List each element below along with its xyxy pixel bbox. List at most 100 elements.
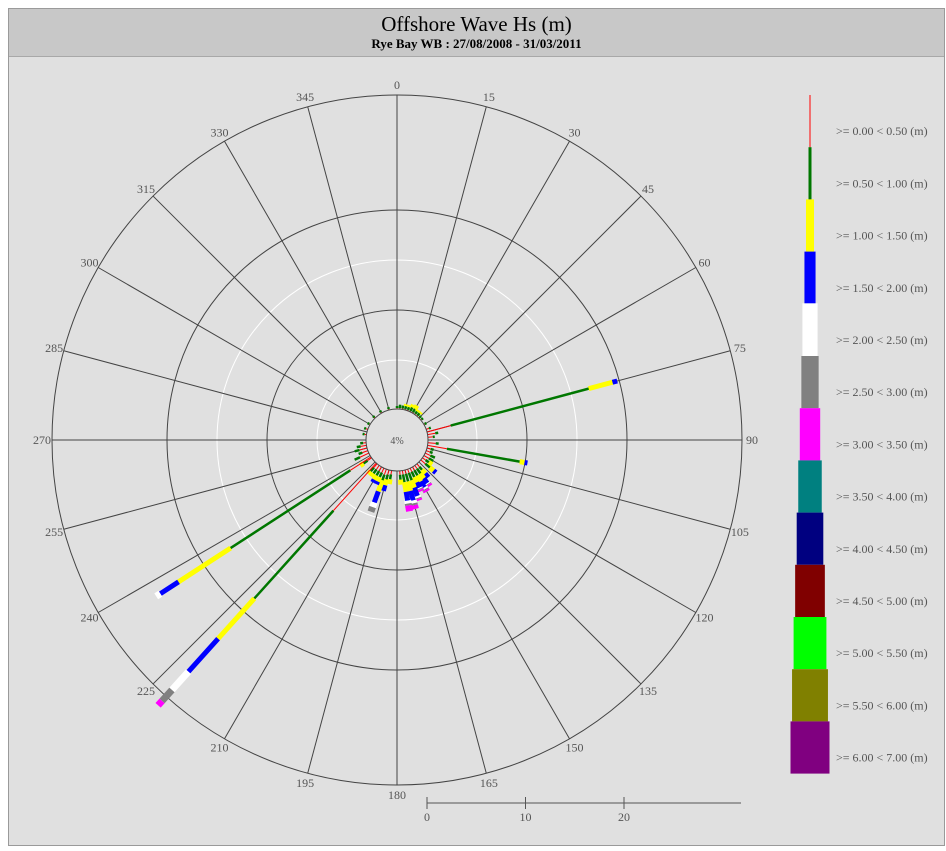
wave-bar-segment	[159, 687, 175, 704]
direction-label: 225	[137, 684, 155, 698]
wave-bar-segment	[373, 463, 378, 468]
wave-bar-segment	[358, 451, 363, 456]
legend-swatch	[799, 408, 821, 461]
direction-label: 195	[296, 776, 314, 790]
wave-bar-segment	[414, 410, 419, 415]
wave-bar-segment	[177, 545, 232, 584]
legend-swatch	[801, 356, 819, 409]
direction-label: 345	[296, 90, 314, 104]
direction-label: 150	[566, 740, 584, 754]
wave-bar-segment	[426, 425, 451, 433]
direction-label: 315	[137, 182, 155, 196]
direction-line	[418, 195, 642, 419]
legend-swatch	[795, 564, 825, 617]
wave-bar-segment	[403, 403, 409, 407]
wave-bar-segment	[415, 474, 424, 483]
wave-bar-segment	[381, 474, 386, 481]
direction-line	[404, 469, 487, 774]
wave-bar-segment	[420, 468, 428, 476]
legend-label: >= 1.50 < 2.00 (m)	[836, 281, 928, 295]
wave-bar-segment	[423, 471, 431, 479]
wave-bar-segment	[421, 485, 429, 491]
direction-label: 30	[569, 126, 581, 140]
direction-label: 240	[81, 611, 99, 625]
direction-line	[63, 447, 368, 530]
wave-bar-segment	[418, 480, 427, 489]
direction-spokes: 0 15 30 45 60 75 90 105 120 135 150 165 180 195 210 225…	[33, 78, 758, 802]
wave-bars	[154, 378, 618, 708]
wave-bar-segment	[401, 405, 405, 409]
wave-bar-segment	[405, 480, 414, 492]
direction-label: 105	[731, 525, 749, 539]
wave-bar-segment	[155, 698, 165, 708]
legend-label: >= 4.50 < 5.00 (m)	[836, 594, 928, 608]
wave-bar-segment	[416, 488, 425, 493]
legend: >= 0.00 < 0.50 (m) >= 0.50 < 1.00 (m) >= 1…	[790, 95, 928, 774]
wave-bar-segment	[229, 469, 352, 550]
direction-line	[152, 195, 376, 419]
legend-label: >= 5.50 < 6.00 (m)	[836, 698, 928, 712]
wave-bar-segment	[387, 469, 390, 475]
wave-bar-segment	[186, 637, 220, 674]
direction-label: 75	[734, 341, 746, 355]
wave-bar-segment	[420, 459, 426, 465]
wave-bar-segment	[427, 442, 436, 444]
wave-bar-segment	[407, 472, 413, 481]
wave-bar-segment	[404, 469, 407, 474]
wave-bar-segment	[426, 447, 431, 450]
wave-bar-segment	[430, 447, 434, 452]
wave-bar-segment	[411, 504, 419, 510]
wave-bar-segment	[420, 417, 424, 421]
direction-line	[63, 350, 368, 433]
wave-bar-segment	[416, 467, 422, 475]
direction-label: 300	[81, 256, 99, 270]
wave-bar-segment	[360, 444, 367, 447]
wave-bar-segment	[423, 455, 430, 459]
wave-bar-segment	[154, 590, 163, 600]
direction-line	[224, 466, 382, 740]
wave-bar-segment	[418, 415, 422, 419]
scale-tick-label: 20	[618, 810, 630, 824]
wave-bar-segment	[427, 444, 448, 450]
wave-bar-segment	[524, 460, 528, 466]
wave-bar-segment	[422, 488, 430, 494]
direction-label: 255	[45, 525, 63, 539]
direction-label: 60	[698, 256, 710, 270]
wave-bar-segment	[427, 460, 434, 467]
wave-bar-segment	[519, 459, 525, 465]
wave-bar-segment	[411, 475, 420, 484]
direction-label: 0	[394, 78, 400, 92]
wave-bar-segment	[369, 501, 378, 509]
wave-bar-segment	[367, 457, 372, 462]
wave-bar-segment	[424, 481, 432, 487]
wave-bar-segment	[375, 475, 383, 483]
wave-bar-segment	[415, 497, 423, 502]
radial-scale: 0 10 20	[424, 797, 741, 824]
legend-label: >= 5.00 < 5.50 (m)	[836, 646, 928, 660]
legend-swatch	[806, 199, 814, 252]
wave-bar-segment	[427, 432, 436, 436]
wave-bar-segment	[366, 421, 370, 426]
wave-bar-segment	[424, 481, 431, 486]
wave-bar-segment	[416, 412, 421, 417]
wave-bar-segment	[412, 404, 420, 411]
wave-bar-segment	[354, 448, 360, 453]
wave-bar-segment	[387, 406, 390, 410]
direction-label: 120	[695, 611, 713, 625]
wave-bar-segment	[416, 463, 420, 468]
wave-bar-segment	[372, 415, 376, 419]
wave-bar-segment	[435, 431, 439, 435]
wave-bar-segment	[418, 472, 426, 480]
wave-bar-segment	[372, 468, 378, 475]
direction-line	[307, 106, 390, 411]
wave-bar-segment	[386, 478, 393, 485]
wave-bar-segment	[362, 459, 369, 465]
wave-bar-segment	[403, 491, 411, 502]
wave-bar-segment	[408, 490, 416, 502]
wave-bar-segment	[424, 452, 431, 457]
wave-bar-segment	[350, 456, 372, 471]
wave-bar-segment	[375, 479, 385, 493]
wave-bar-segment	[424, 459, 430, 464]
direction-line	[224, 140, 382, 414]
wave-bar-segment	[363, 426, 367, 430]
